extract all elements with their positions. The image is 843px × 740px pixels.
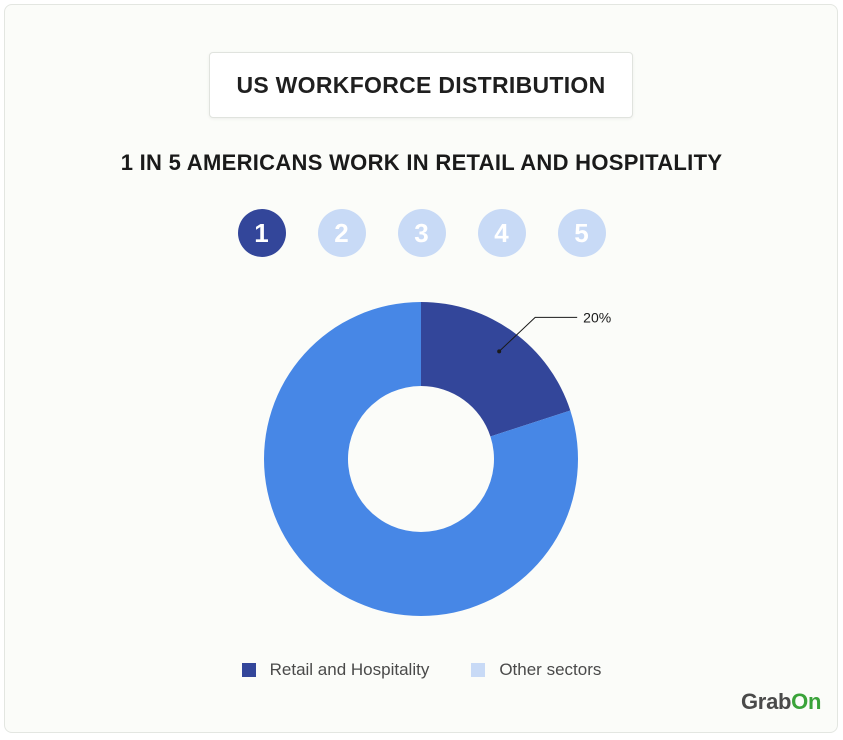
- legend-item-retail: Retail and Hospitality: [241, 660, 430, 680]
- data-label-dot-0: [497, 349, 502, 354]
- data-label-leader-0: [498, 316, 578, 352]
- legend-swatch-other: [471, 663, 486, 677]
- chart-legend: Retail and Hospitality Other sectors: [0, 660, 843, 680]
- donut-slice-0: [421, 302, 571, 437]
- step-button-1[interactable]: 1: [237, 209, 286, 257]
- step-button-5[interactable]: 5: [557, 209, 606, 257]
- page-title: US WORKFORCE DISTRIBUTION: [209, 52, 633, 118]
- chart-subtitle: 1 IN 5 AMERICANS WORK IN RETAIL AND HOSP…: [120, 150, 723, 175]
- legend-item-other: Other sectors: [471, 660, 601, 680]
- logo-text-accent: On: [791, 689, 822, 714]
- step-button-3[interactable]: 3: [397, 209, 446, 257]
- legend-swatch-retail: [241, 663, 256, 677]
- data-label-0: 20%: [583, 309, 611, 325]
- step-navigation: 1 2 3 4 5: [0, 209, 843, 257]
- donut-slice-1: [263, 302, 578, 617]
- step-button-2[interactable]: 2: [317, 209, 366, 257]
- step-button-4[interactable]: 4: [477, 209, 526, 257]
- logo-text-main: Grab: [741, 689, 792, 714]
- grabon-logo: GrabOn: [741, 689, 821, 715]
- legend-label-retail: Retail and Hospitality: [269, 660, 430, 679]
- legend-label-other: Other sectors: [499, 660, 602, 679]
